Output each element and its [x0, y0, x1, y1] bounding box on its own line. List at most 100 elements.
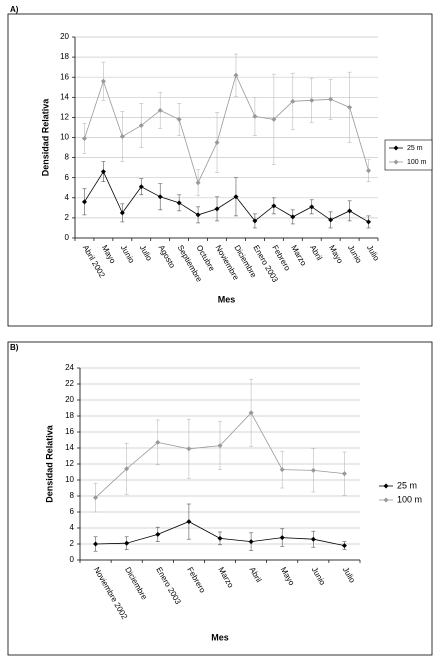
- data-point: [290, 98, 296, 104]
- data-point: [119, 133, 125, 139]
- y-axis-title: Densidad Relativa: [44, 424, 54, 503]
- y-tick-label: 12: [65, 459, 74, 468]
- data-point: [124, 540, 130, 546]
- y-tick-label: 22: [65, 379, 74, 388]
- data-point: [100, 78, 106, 84]
- x-tick-label: Diciembre: [123, 566, 149, 602]
- data-point: [279, 535, 285, 541]
- x-tick-label: Noviembre 2002: [92, 566, 129, 622]
- data-point: [214, 140, 220, 146]
- x-tick-label: Junio: [346, 244, 364, 266]
- data-point: [93, 541, 99, 547]
- data-point: [248, 410, 254, 416]
- y-tick-label: 2: [65, 213, 70, 222]
- data-point: [233, 72, 239, 78]
- legend-marker: [383, 483, 389, 489]
- series-line: [84, 74, 369, 184]
- data-point: [217, 443, 223, 449]
- x-tick-label: Junio: [310, 566, 328, 588]
- y-tick-label: 12: [60, 113, 69, 122]
- data-point: [290, 214, 296, 220]
- data-point: [157, 107, 163, 113]
- x-tick-label: Julio: [341, 566, 357, 585]
- data-point: [328, 96, 334, 102]
- x-tick-label: Agosto: [157, 244, 178, 271]
- x-tick-label: Febrero: [185, 566, 207, 595]
- panel-label: B): [10, 343, 19, 352]
- x-tick-label: Junio: [119, 244, 137, 266]
- y-tick-label: 0: [70, 555, 75, 564]
- x-tick-label: Marzo: [289, 244, 308, 268]
- data-point: [93, 495, 99, 501]
- data-point: [195, 180, 201, 186]
- x-tick-label: Abril: [308, 244, 324, 263]
- y-tick-label: 6: [65, 173, 70, 182]
- x-tick-label: Enero 2003: [154, 566, 183, 607]
- data-point: [309, 204, 315, 210]
- legend-label: 25 m: [397, 480, 417, 490]
- y-tick-label: 14: [65, 443, 74, 452]
- data-point: [138, 184, 144, 190]
- data-point: [271, 116, 277, 122]
- data-point: [309, 97, 315, 103]
- data-point: [328, 217, 334, 223]
- data-point: [310, 467, 316, 473]
- data-point: [176, 200, 182, 206]
- data-point: [81, 136, 87, 142]
- data-point: [252, 113, 258, 119]
- x-axis-title: Mes: [211, 632, 229, 642]
- y-tick-label: 2: [70, 539, 75, 548]
- data-point: [279, 467, 285, 473]
- y-tick-label: 18: [65, 411, 74, 420]
- data-point: [176, 116, 182, 122]
- y-tick-label: 16: [60, 72, 69, 81]
- data-point: [186, 446, 192, 452]
- data-point: [347, 104, 353, 110]
- legend-label: 100 m: [407, 159, 427, 166]
- x-tick-label: Mayo: [100, 244, 118, 266]
- data-point: [100, 169, 106, 175]
- data-point: [217, 535, 223, 541]
- legend-label: 100 m: [397, 494, 422, 504]
- x-tick-label: Julio: [365, 244, 381, 263]
- y-tick-label: 14: [60, 92, 69, 101]
- x-tick-label: Mayo: [279, 566, 297, 588]
- data-point: [138, 122, 144, 128]
- data-point: [341, 471, 347, 477]
- y-axis-title: Densidad Relativa: [40, 98, 50, 177]
- data-point: [341, 543, 347, 549]
- data-point: [252, 218, 258, 224]
- legend-marker: [383, 497, 389, 503]
- x-tick-label: Marzo: [216, 566, 235, 590]
- y-tick-label: 4: [70, 523, 75, 532]
- y-tick-label: 18: [60, 52, 69, 61]
- y-tick-label: 8: [70, 491, 75, 500]
- data-point: [186, 519, 192, 525]
- data-point: [310, 536, 316, 542]
- data-point: [271, 203, 277, 209]
- x-axis-title: Mes: [218, 294, 236, 304]
- data-point: [195, 212, 201, 218]
- series-line: [84, 170, 369, 223]
- x-tick-label: Abril: [248, 566, 264, 585]
- y-tick-label: 10: [60, 133, 69, 142]
- y-tick-label: 10: [65, 475, 74, 484]
- y-tick-label: 20: [65, 395, 74, 404]
- y-tick-label: 6: [70, 507, 75, 516]
- x-tick-label: Julio: [138, 244, 154, 263]
- data-point: [366, 168, 372, 174]
- legend-marker: [393, 159, 399, 165]
- data-point: [214, 206, 220, 212]
- data-point: [248, 539, 254, 545]
- y-tick-label: 8: [65, 153, 70, 162]
- y-tick-label: 16: [65, 427, 74, 436]
- legend-label: 25 m: [407, 145, 423, 152]
- data-point: [347, 208, 353, 214]
- panel-label: A): [10, 5, 19, 14]
- data-point: [81, 199, 87, 205]
- panel-frame: [7, 341, 433, 656]
- data-point: [155, 439, 161, 445]
- y-tick-label: 24: [65, 363, 74, 372]
- legend-box: [384, 139, 433, 171]
